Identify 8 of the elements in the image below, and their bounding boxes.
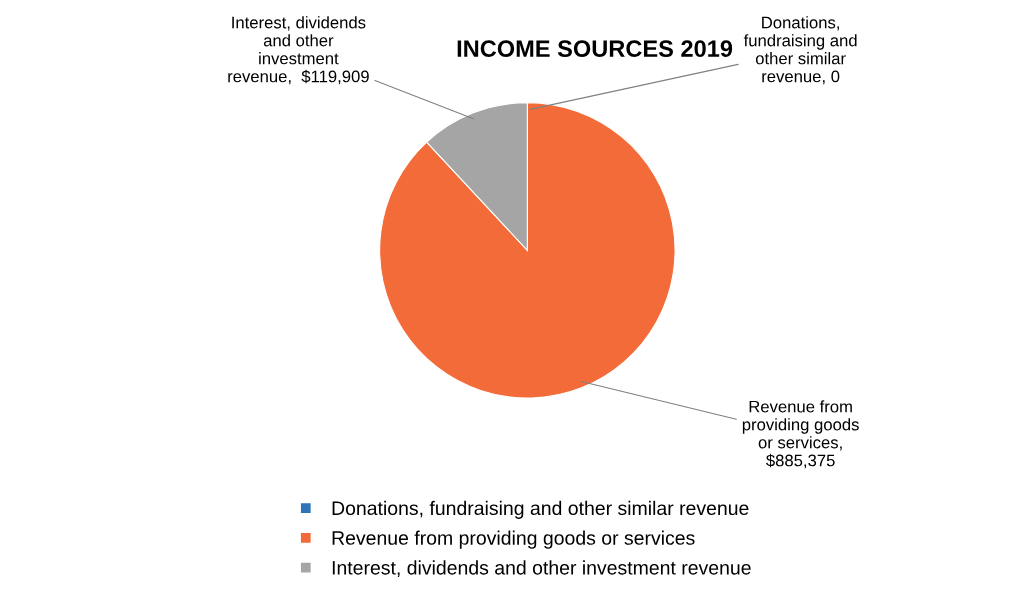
text: Donations, fundraising and other similar revenue, 0 bbox=[743, 16, 857, 85]
data-label: Interest, dividends and other investment revenue, $119,909 bbox=[228, 16, 369, 85]
data-label: Revenue from providing goods or services, $885,375 bbox=[742, 400, 859, 469]
pie-slice bbox=[379, 102, 676, 399]
text: INCOME SOURCES 2019 bbox=[457, 40, 733, 57]
legend-label: Interest, dividends and other investment revenue bbox=[332, 560, 751, 577]
legend-label: Revenue from providing goods or services bbox=[332, 530, 695, 549]
legend-label: Donations, fundraising and other similar revenue bbox=[332, 500, 749, 519]
